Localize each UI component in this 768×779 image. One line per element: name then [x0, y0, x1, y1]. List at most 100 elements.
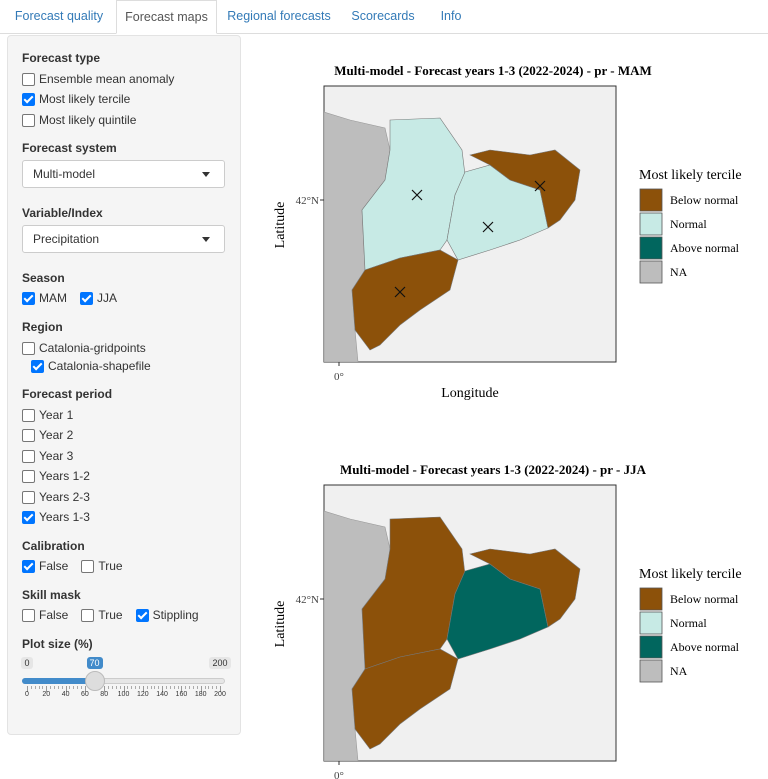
- tab[interactable]: Forecast maps: [116, 0, 217, 34]
- slider-max-label: 200: [209, 656, 231, 669]
- legend-title: Most likely tercile: [639, 567, 742, 582]
- legend-label: Below normal: [670, 193, 739, 207]
- checkbox[interactable]: [22, 93, 35, 106]
- slider-minor-tick: [81, 685, 83, 689]
- y-axis-title: Latitude: [273, 601, 288, 648]
- map-regions: [324, 111, 581, 362]
- legend-label: Above normal: [670, 640, 740, 654]
- slider-minor-tick: [115, 685, 117, 689]
- slider-minor-tick: [169, 685, 171, 689]
- checkbox[interactable]: [22, 341, 35, 355]
- slider-minor-tick: [204, 685, 206, 689]
- group-label: Forecast type: [22, 51, 101, 65]
- legend-label: NA: [670, 664, 688, 678]
- checkbox[interactable]: [22, 559, 35, 573]
- checkbox-label: Most likely quintile: [39, 112, 137, 127]
- checkbox[interactable]: [22, 470, 35, 483]
- group-label: Forecast period: [22, 387, 113, 401]
- slider-fill: [22, 677, 95, 684]
- slider-minor-tick: [61, 685, 63, 689]
- slider-minor-tick: [216, 685, 218, 689]
- group-label: Region: [22, 320, 63, 334]
- checkbox[interactable]: [81, 608, 95, 622]
- checkbox-label: True: [98, 607, 123, 622]
- tab[interactable]: Scorecards: [351, 9, 415, 23]
- slider-minor-tick: [138, 685, 140, 689]
- stippling-cross: [411, 189, 423, 201]
- tab[interactable]: Regional forecasts: [227, 9, 331, 23]
- slider-tick: [142, 685, 144, 692]
- select-input[interactable]: Precipitation: [22, 225, 225, 253]
- slider-minor-tick: [111, 685, 113, 689]
- checkbox-label: False: [39, 558, 69, 573]
- checkbox[interactable]: [31, 359, 44, 373]
- checkbox[interactable]: [135, 608, 149, 622]
- legend-swatch: [639, 587, 663, 611]
- slider-minor-tick: [38, 685, 40, 689]
- slider-tick: [123, 685, 125, 692]
- checkbox-label: Stippling: [152, 607, 199, 622]
- legend-label: NA: [670, 265, 688, 279]
- checkbox[interactable]: [22, 429, 35, 442]
- checkbox[interactable]: [22, 449, 35, 463]
- slider-minor-tick: [34, 685, 36, 689]
- map-figure: Multi-model - Forecast years 1-3 (2022-2…: [273, 63, 742, 401]
- checkbox-label: False: [39, 607, 69, 622]
- legend-swatch: [639, 611, 663, 635]
- tab[interactable]: Info: [440, 9, 462, 23]
- slider-tick-label: 100: [117, 690, 130, 698]
- checkbox[interactable]: [81, 559, 95, 573]
- checkbox-label: MAM: [39, 291, 67, 305]
- legend-label: Normal: [670, 616, 707, 630]
- lon-tick-label: 0°: [334, 770, 344, 779]
- slider-tick-label: 60: [81, 690, 89, 698]
- checkbox[interactable]: [22, 511, 35, 524]
- slider-minor-tick: [208, 685, 210, 689]
- select-input[interactable]: Multi-model: [22, 160, 225, 188]
- checkbox-label: Most likely tercile: [39, 92, 131, 106]
- slider-minor-tick: [108, 685, 110, 689]
- slider-minor-tick: [57, 685, 59, 689]
- legend-swatch: [639, 659, 663, 683]
- slider-tick-label: 200: [214, 690, 226, 698]
- group-label: Forecast system: [22, 141, 117, 155]
- checkbox-label: Catalonia-shapefile: [48, 358, 151, 373]
- checkbox[interactable]: [22, 72, 35, 86]
- slider-tick: [65, 685, 67, 692]
- slider-minor-tick: [212, 685, 214, 689]
- slider-minor-tick: [42, 685, 44, 689]
- slider-tick-label: 20: [42, 690, 51, 698]
- legend-swatch: [639, 212, 663, 236]
- checkbox[interactable]: [22, 408, 35, 422]
- checkbox-label: Year 2: [39, 428, 74, 442]
- region-girona: [469, 548, 581, 628]
- checkbox[interactable]: [80, 292, 93, 305]
- slider-minor-tick: [196, 685, 198, 689]
- slider-tick-label: 140: [156, 690, 168, 698]
- slider-label: Plot size (%): [22, 636, 93, 651]
- slider-handle[interactable]: [84, 670, 105, 691]
- sidebar-panel: Forecast type Ensemble mean anomaly Most l…: [7, 35, 241, 735]
- lat-tick-label: 42°N: [296, 594, 319, 606]
- slider-tick: [220, 685, 221, 692]
- group-label: Variable/Index: [22, 206, 103, 220]
- checkbox-label: Ensemble mean anomaly: [39, 71, 175, 86]
- checkbox-label: Years 1-2: [39, 469, 90, 483]
- map-title: Multi-model - Forecast years 1-3 (2022-2…: [340, 462, 647, 477]
- checkbox[interactable]: [22, 292, 35, 305]
- tab[interactable]: Forecast quality: [14, 9, 104, 23]
- region-girona: [469, 149, 581, 229]
- x-axis-title: Longitude: [441, 386, 499, 401]
- legend-label: Below normal: [670, 592, 739, 606]
- checkbox[interactable]: [22, 113, 35, 127]
- checkbox[interactable]: [22, 490, 35, 504]
- y-axis-title: Latitude: [273, 202, 288, 249]
- slider-minor-tick: [30, 685, 32, 689]
- slider-minor-tick: [131, 685, 133, 689]
- slider-tick: [84, 685, 86, 692]
- slider-minor-tick: [135, 685, 137, 689]
- checkbox-label: Years 2-3: [39, 489, 90, 504]
- checkbox[interactable]: [22, 608, 35, 622]
